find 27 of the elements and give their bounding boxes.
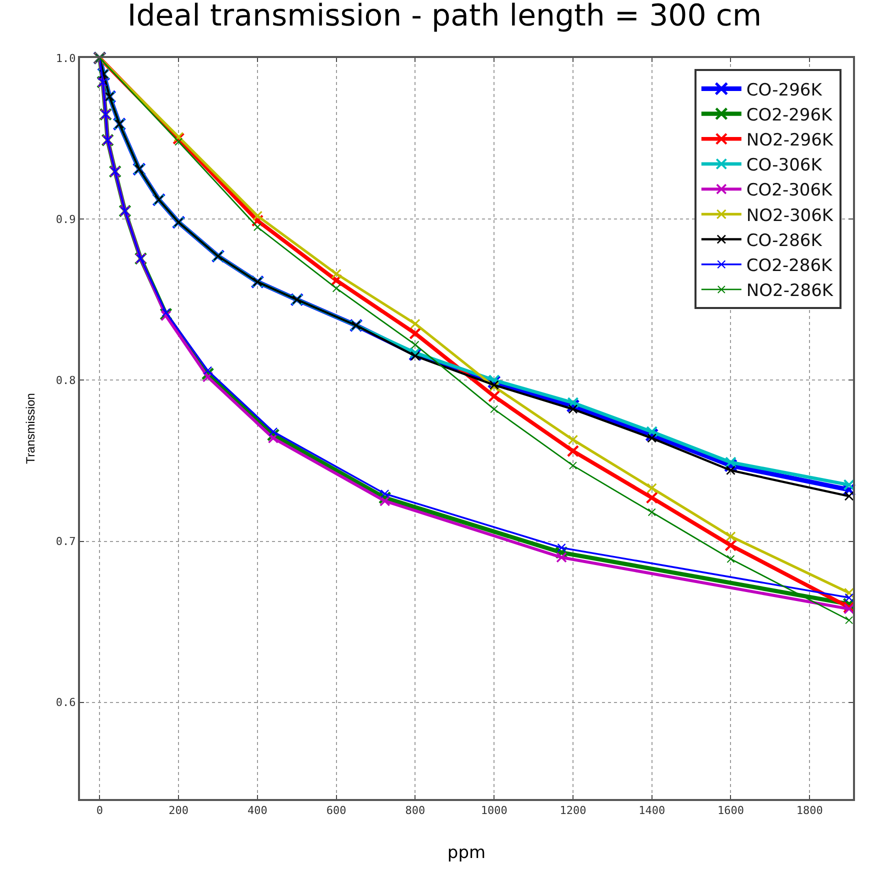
- x-tick-label: 600: [326, 804, 346, 818]
- x-tick-label: 1200: [560, 804, 586, 818]
- x-axis-title: ppm: [447, 843, 486, 864]
- legend-label: CO2-306K: [746, 180, 834, 201]
- x-tick-label: 0: [96, 804, 104, 818]
- y-tick-label: 0.6: [56, 696, 76, 710]
- legend-label: NO2-306K: [746, 206, 834, 226]
- legend-label: NO2-296K: [746, 130, 834, 150]
- y-tick-label: 0.9: [56, 212, 76, 226]
- legend-label: CO-296K: [746, 80, 823, 100]
- legend-label: CO2-296K: [746, 105, 834, 126]
- chart-title: Ideal transmission - path length = 300 cm: [127, 0, 762, 34]
- x-tick-label: 200: [168, 804, 189, 818]
- legend-label: CO2-286K: [746, 256, 834, 276]
- y-axis-title: Transmission: [24, 393, 38, 464]
- legend-label: NO2-286K: [746, 281, 834, 302]
- x-tick-label: 1000: [480, 804, 508, 818]
- y-tick-label: 0.8: [56, 374, 76, 388]
- x-tick-label: 1800: [796, 804, 823, 818]
- legend-label: CO-306K: [746, 156, 823, 176]
- legend-label: CO-286K: [746, 230, 823, 251]
- x-tick-label: 800: [405, 804, 426, 818]
- y-tick-label: 0.7: [56, 535, 76, 548]
- x-tick-label: 1600: [717, 804, 744, 818]
- x-tick-label: 1400: [638, 804, 666, 818]
- x-tick-label: 400: [248, 804, 268, 818]
- y-tick-label: 1.0: [56, 52, 76, 65]
